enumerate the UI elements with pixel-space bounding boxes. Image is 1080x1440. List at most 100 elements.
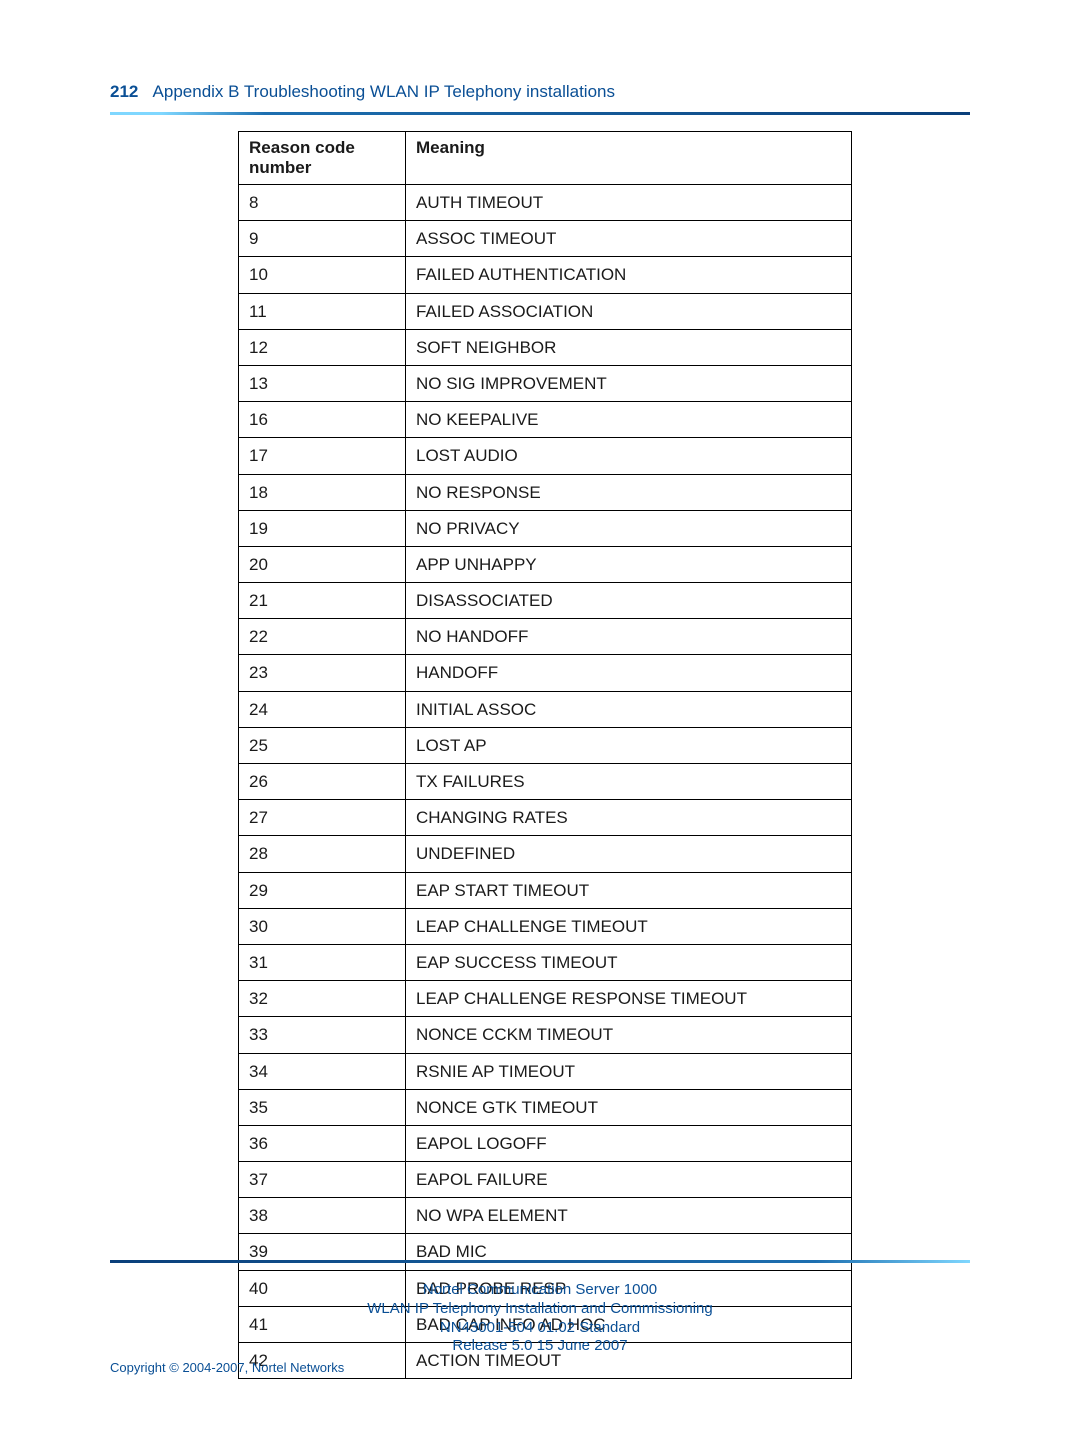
table-row: 39BAD MIC bbox=[239, 1234, 852, 1270]
cell-reason-code: 34 bbox=[239, 1053, 406, 1089]
cell-reason-code: 25 bbox=[239, 727, 406, 763]
table-row: 10FAILED AUTHENTICATION bbox=[239, 257, 852, 293]
table-row: 37EAPOL FAILURE bbox=[239, 1162, 852, 1198]
footer-line-3: NN43001-504 01.02 Standard bbox=[110, 1319, 970, 1338]
cell-meaning: TX FAILURES bbox=[406, 764, 852, 800]
col-header-reason-code: Reason code number bbox=[239, 132, 406, 185]
cell-meaning: EAPOL FAILURE bbox=[406, 1162, 852, 1198]
table-row: 28UNDEFINED bbox=[239, 836, 852, 872]
cell-meaning: UNDEFINED bbox=[406, 836, 852, 872]
footer-line-4: Release 5.0 15 June 2007 bbox=[110, 1337, 970, 1356]
table-row: 17LOST AUDIO bbox=[239, 438, 852, 474]
cell-reason-code: 28 bbox=[239, 836, 406, 872]
table-row: 33NONCE CCKM TIMEOUT bbox=[239, 1017, 852, 1053]
cell-reason-code: 19 bbox=[239, 510, 406, 546]
cell-meaning: EAP SUCCESS TIMEOUT bbox=[406, 944, 852, 980]
cell-meaning: EAPOL LOGOFF bbox=[406, 1125, 852, 1161]
table-row: 19NO PRIVACY bbox=[239, 510, 852, 546]
running-header: 212 Appendix B Troubleshooting WLAN IP T… bbox=[110, 82, 970, 102]
cell-reason-code: 18 bbox=[239, 474, 406, 510]
table-row: 32LEAP CHALLENGE RESPONSE TIMEOUT bbox=[239, 981, 852, 1017]
cell-reason-code: 32 bbox=[239, 981, 406, 1017]
table-row: 9ASSOC TIMEOUT bbox=[239, 221, 852, 257]
cell-reason-code: 26 bbox=[239, 764, 406, 800]
cell-reason-code: 38 bbox=[239, 1198, 406, 1234]
cell-reason-code: 22 bbox=[239, 619, 406, 655]
cell-reason-code: 29 bbox=[239, 872, 406, 908]
cell-reason-code: 17 bbox=[239, 438, 406, 474]
cell-meaning: LOST AUDIO bbox=[406, 438, 852, 474]
cell-reason-code: 9 bbox=[239, 221, 406, 257]
cell-reason-code: 10 bbox=[239, 257, 406, 293]
table-row: 29EAP START TIMEOUT bbox=[239, 872, 852, 908]
table-row: 20APP UNHAPPY bbox=[239, 546, 852, 582]
cell-meaning: LEAP CHALLENGE TIMEOUT bbox=[406, 908, 852, 944]
cell-reason-code: 11 bbox=[239, 293, 406, 329]
cell-meaning: SOFT NEIGHBOR bbox=[406, 329, 852, 365]
reason-code-table: Reason code number Meaning 8AUTH TIMEOUT… bbox=[238, 131, 852, 1379]
header-title: Appendix B Troubleshooting WLAN IP Telep… bbox=[153, 82, 615, 101]
cell-reason-code: 13 bbox=[239, 365, 406, 401]
copyright-text: Copyright © 2004-2007, Nortel Networks bbox=[110, 1360, 344, 1375]
table-row: 26TX FAILURES bbox=[239, 764, 852, 800]
cell-meaning: EAP START TIMEOUT bbox=[406, 872, 852, 908]
table-row: 21DISASSOCIATED bbox=[239, 583, 852, 619]
table-row: 35NONCE GTK TIMEOUT bbox=[239, 1089, 852, 1125]
cell-reason-code: 23 bbox=[239, 655, 406, 691]
cell-reason-code: 36 bbox=[239, 1125, 406, 1161]
cell-reason-code: 39 bbox=[239, 1234, 406, 1270]
cell-reason-code: 30 bbox=[239, 908, 406, 944]
cell-meaning: NO WPA ELEMENT bbox=[406, 1198, 852, 1234]
table-row: 30LEAP CHALLENGE TIMEOUT bbox=[239, 908, 852, 944]
cell-meaning: HANDOFF bbox=[406, 655, 852, 691]
table-row: 22NO HANDOFF bbox=[239, 619, 852, 655]
cell-meaning: NONCE GTK TIMEOUT bbox=[406, 1089, 852, 1125]
table-row: 18NO RESPONSE bbox=[239, 474, 852, 510]
header-rule bbox=[110, 112, 970, 115]
cell-meaning: LEAP CHALLENGE RESPONSE TIMEOUT bbox=[406, 981, 852, 1017]
cell-meaning: DISASSOCIATED bbox=[406, 583, 852, 619]
cell-reason-code: 20 bbox=[239, 546, 406, 582]
cell-meaning: NO HANDOFF bbox=[406, 619, 852, 655]
cell-reason-code: 16 bbox=[239, 402, 406, 438]
footer-line-1: Nortel Communication Server 1000 bbox=[110, 1281, 970, 1300]
table-header-row: Reason code number Meaning bbox=[239, 132, 852, 185]
cell-reason-code: 27 bbox=[239, 800, 406, 836]
cell-reason-code: 35 bbox=[239, 1089, 406, 1125]
page-number: 212 bbox=[110, 82, 138, 101]
table-row: 11FAILED ASSOCIATION bbox=[239, 293, 852, 329]
table-row: 36EAPOL LOGOFF bbox=[239, 1125, 852, 1161]
cell-meaning: INITIAL ASSOC bbox=[406, 691, 852, 727]
cell-meaning: NONCE CCKM TIMEOUT bbox=[406, 1017, 852, 1053]
cell-meaning: APP UNHAPPY bbox=[406, 546, 852, 582]
table-row: 24INITIAL ASSOC bbox=[239, 691, 852, 727]
cell-meaning: LOST AP bbox=[406, 727, 852, 763]
table-row: 25LOST AP bbox=[239, 727, 852, 763]
footer-block: Nortel Communication Server 1000 WLAN IP… bbox=[110, 1281, 970, 1356]
cell-meaning: AUTH TIMEOUT bbox=[406, 185, 852, 221]
table-row: 31EAP SUCCESS TIMEOUT bbox=[239, 944, 852, 980]
table-row: 27CHANGING RATES bbox=[239, 800, 852, 836]
cell-meaning: RSNIE AP TIMEOUT bbox=[406, 1053, 852, 1089]
reason-code-table-wrap: Reason code number Meaning 8AUTH TIMEOUT… bbox=[238, 131, 852, 1379]
table-row: 12SOFT NEIGHBOR bbox=[239, 329, 852, 365]
cell-meaning: NO KEEPALIVE bbox=[406, 402, 852, 438]
cell-reason-code: 31 bbox=[239, 944, 406, 980]
cell-meaning: NO SIG IMPROVEMENT bbox=[406, 365, 852, 401]
col-header-meaning: Meaning bbox=[406, 132, 852, 185]
cell-reason-code: 37 bbox=[239, 1162, 406, 1198]
cell-meaning: ASSOC TIMEOUT bbox=[406, 221, 852, 257]
document-page: 212 Appendix B Troubleshooting WLAN IP T… bbox=[0, 0, 1080, 1440]
table-row: 38NO WPA ELEMENT bbox=[239, 1198, 852, 1234]
cell-reason-code: 24 bbox=[239, 691, 406, 727]
table-row: 16NO KEEPALIVE bbox=[239, 402, 852, 438]
cell-reason-code: 12 bbox=[239, 329, 406, 365]
cell-meaning: FAILED AUTHENTICATION bbox=[406, 257, 852, 293]
cell-meaning: NO RESPONSE bbox=[406, 474, 852, 510]
cell-meaning: NO PRIVACY bbox=[406, 510, 852, 546]
footer-line-2: WLAN IP Telephony Installation and Commi… bbox=[110, 1300, 970, 1319]
table-row: 34RSNIE AP TIMEOUT bbox=[239, 1053, 852, 1089]
footer-rule bbox=[110, 1260, 970, 1263]
cell-meaning: CHANGING RATES bbox=[406, 800, 852, 836]
table-row: 8AUTH TIMEOUT bbox=[239, 185, 852, 221]
